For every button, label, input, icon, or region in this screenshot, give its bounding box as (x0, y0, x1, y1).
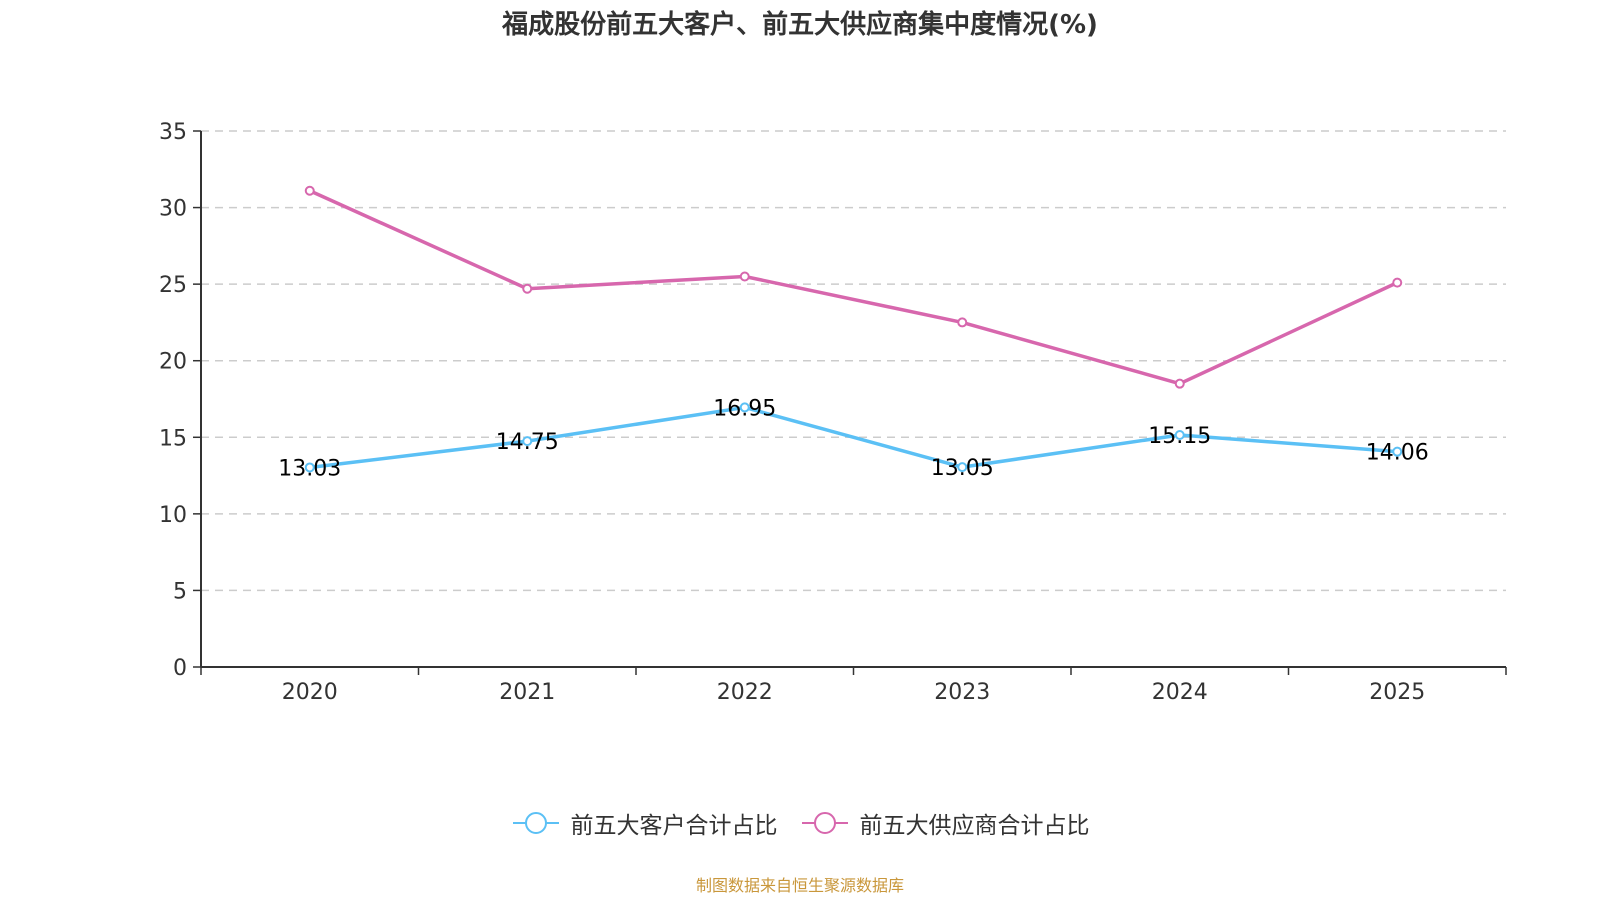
axes (200, 131, 1506, 668)
data-point (1392, 446, 1403, 457)
y-tick-label: 35 (159, 120, 187, 145)
x-axis-ticks: 2020 2021 2022 2023 2024 2025 (200, 667, 1507, 705)
data-point (1392, 277, 1403, 288)
data-point (304, 462, 315, 473)
legend-line-circle-icon (512, 812, 559, 834)
series-line (309, 405, 1398, 470)
y-tick-label: 0 (173, 656, 187, 681)
data-point (522, 436, 533, 447)
legend-line-circle-icon (801, 812, 848, 834)
data-label: 16.95 (713, 396, 776, 421)
data-point (1174, 378, 1185, 389)
data-label: 13.05 (931, 456, 994, 481)
y-tick-label: 15 (159, 426, 187, 451)
data-label: 13.03 (278, 456, 341, 481)
y-tick-label: 10 (159, 503, 187, 528)
data-point (1174, 429, 1185, 440)
data-point (739, 271, 750, 282)
chart-title: 福成股份前五大客户、前五大供应商集中度情况(%) (502, 10, 1098, 40)
x-tick-label: 2020 (282, 680, 338, 705)
y-tick-label: 30 (159, 197, 187, 222)
y-tick-label: 5 (173, 579, 187, 604)
legend: 前五大客户合计占比 前五大供应商合计占比 (0, 806, 1600, 840)
grid-lines (201, 130, 1506, 592)
data-label: 14.06 (1366, 441, 1429, 466)
data-point (957, 462, 968, 473)
data-point (739, 402, 750, 413)
x-tick-label: 2021 (499, 680, 555, 705)
x-tick-label: 2023 (934, 680, 990, 705)
legend-item-suppliers[interactable]: 前五大供应商合计占比 (800, 806, 1090, 840)
legend-item-customers[interactable]: 前五大客户合计占比 (511, 806, 778, 840)
data-labels: 13.03 14.75 16.95 13.05 15.15 14.06 (278, 396, 1428, 481)
y-tick-label: 25 (159, 273, 187, 298)
y-axis-ticks: 0 5 10 15 20 25 30 35 (159, 120, 201, 681)
data-label: 14.75 (496, 430, 559, 455)
legend-label: 前五大客户合计占比 (570, 813, 778, 839)
legend-label: 前五大供应商合计占比 (859, 813, 1090, 839)
data-point (304, 185, 315, 196)
y-tick-label: 20 (159, 350, 187, 375)
source-note: 制图数据来自恒生聚源数据库 (695, 876, 904, 895)
x-tick-label: 2025 (1369, 680, 1425, 705)
series-line (309, 189, 1398, 386)
x-tick-label: 2024 (1152, 680, 1208, 705)
data-point (957, 317, 968, 328)
data-label: 15.15 (1148, 424, 1211, 449)
data-point (522, 283, 533, 294)
x-tick-label: 2022 (717, 680, 773, 705)
series-layer (304, 185, 1403, 473)
